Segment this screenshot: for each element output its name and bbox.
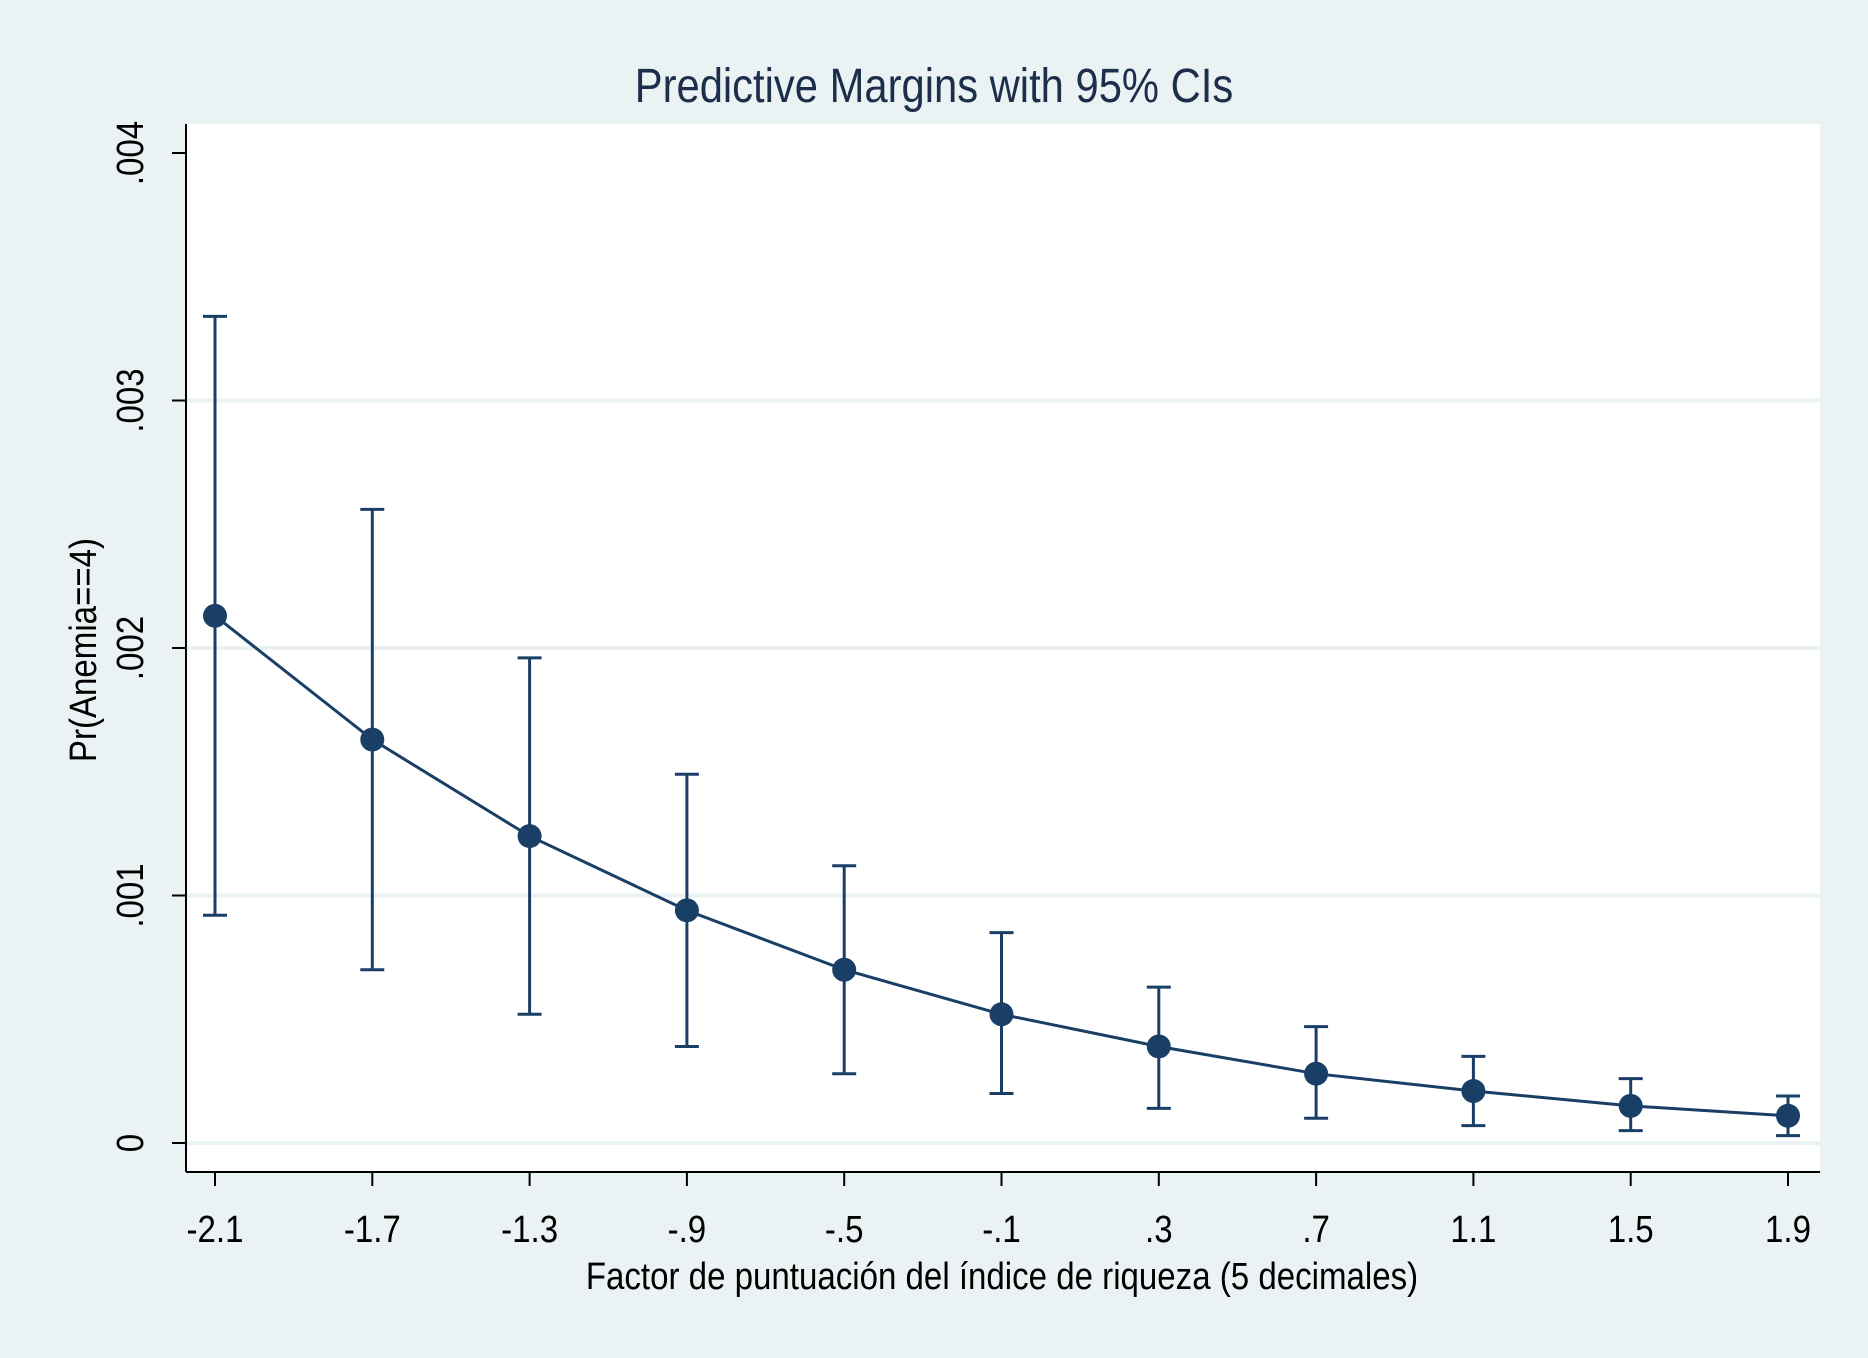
chart-title: Predictive Margins with 95% CIs: [635, 58, 1234, 112]
y-tick-label: .004: [109, 121, 152, 185]
data-point: [517, 824, 542, 849]
x-tick-label: .7: [1302, 1208, 1330, 1251]
data-point: [1304, 1061, 1329, 1086]
x-tick-label: -.5: [825, 1208, 864, 1251]
x-ticks: -2.1 -1.7 -1.3 -.9 -.5 -.1 .3 .7 1.1 1.5 1.9: [187, 1172, 1811, 1251]
x-tick-label: -2.1: [187, 1208, 244, 1251]
x-axis-label: Factor de puntuación del índice de rique…: [586, 1255, 1418, 1298]
y-axis-label: Pr(Anemia==4): [62, 538, 105, 762]
x-tick-label: -1.7: [344, 1208, 401, 1251]
x-tick-label: -.1: [982, 1208, 1021, 1251]
series-points: [203, 603, 1800, 1128]
x-tick-label: -1.3: [501, 1208, 558, 1251]
data-point: [203, 603, 227, 628]
data-point: [832, 957, 857, 982]
x-tick-label: .3: [1145, 1208, 1173, 1251]
y-tick-label: 0: [109, 1134, 152, 1152]
data-point: [1146, 1034, 1171, 1059]
y-tick-label: .001: [109, 863, 152, 927]
y-tick-label: .002: [109, 616, 152, 680]
data-point: [1618, 1093, 1643, 1118]
data-point: [989, 1002, 1014, 1027]
x-tick-label: -.9: [668, 1208, 707, 1251]
gridlines: [187, 398, 1820, 1145]
y-tick-label: .003: [109, 368, 152, 432]
data-point: [674, 898, 699, 923]
data-point: [360, 727, 385, 752]
x-tick-label: 1.9: [1765, 1208, 1811, 1251]
data-point: [1776, 1103, 1800, 1128]
y-ticks: 0 .001 .002 .003 .004: [109, 121, 186, 1152]
x-tick-label: 1.1: [1450, 1208, 1496, 1251]
data-point: [1461, 1079, 1486, 1104]
x-tick-label: 1.5: [1608, 1208, 1654, 1251]
